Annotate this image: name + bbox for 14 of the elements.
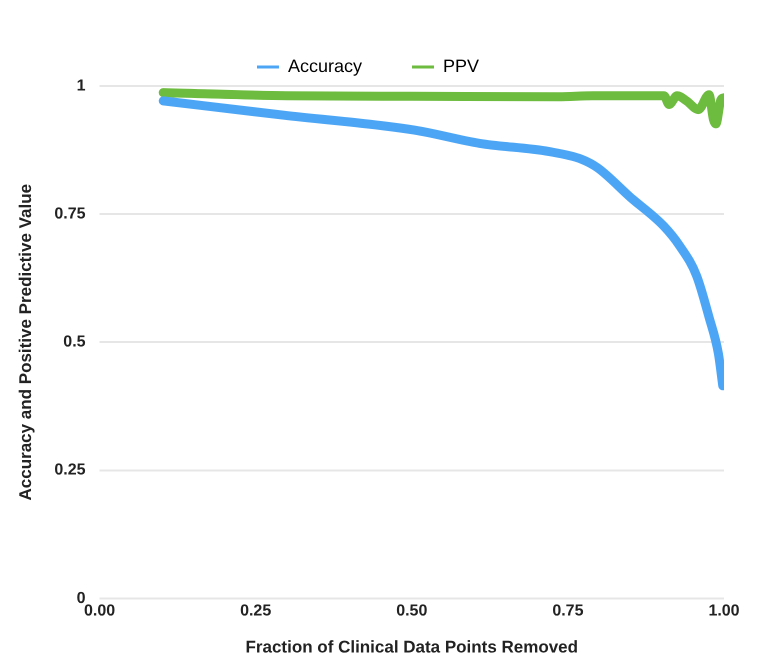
y-axis-title: Accuracy and Positive Predictive Value <box>16 184 35 500</box>
y-tick-label: 0.75 <box>54 206 86 223</box>
x-tick-label: 0.00 <box>84 602 116 620</box>
x-tick-label: 1.00 <box>708 602 740 620</box>
x-tick-label: 0.25 <box>240 602 272 620</box>
legend-label: PPV <box>443 56 480 76</box>
y-tick-label: 0.5 <box>63 334 86 351</box>
x-tick-label: 0.50 <box>396 602 428 620</box>
x-tick-label: 0.75 <box>552 602 584 620</box>
y-tick-label: 0.25 <box>54 462 86 479</box>
y-tick-label: 0 <box>76 590 86 607</box>
legend-label: Accuracy <box>288 56 362 76</box>
y-tick-label: 1 <box>76 77 86 94</box>
x-axis-title: Fraction of Clinical Data Points Removed <box>246 637 578 656</box>
